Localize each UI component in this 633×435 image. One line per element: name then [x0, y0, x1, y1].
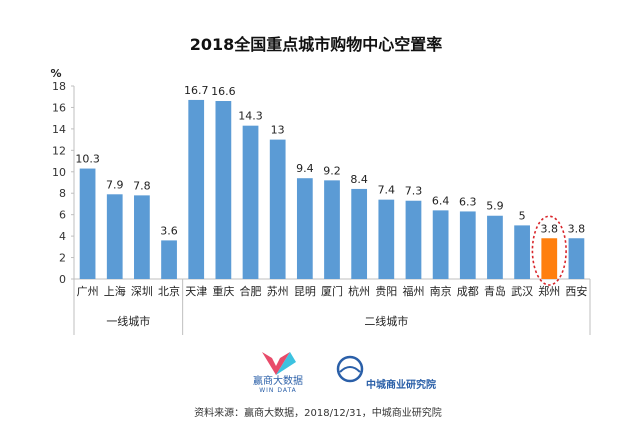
- value-label-2: 7.8: [133, 179, 151, 192]
- bar-13: [432, 210, 449, 279]
- zhongcheng-name: 中城商业研究院: [366, 378, 436, 391]
- x-tick-label-8: 昆明: [294, 285, 316, 298]
- x-tick-label-3: 北京: [158, 284, 180, 298]
- highlight-ellipse: [531, 215, 567, 286]
- x-axis-ticks: 广州 上海 深圳 北京 天津 重庆 合肥 苏州 昆明 厦门 杭州 贵阳 福州 南京 成都 青岛 武汉 郑州 西安: [77, 284, 588, 298]
- x-tick-label-10: 杭州: [348, 284, 370, 298]
- value-label-16: 5: [519, 209, 526, 222]
- bar-5: [215, 101, 232, 279]
- bar-2: [134, 195, 150, 279]
- logo-win-data: 赢商大数据 WIN DATA: [253, 352, 303, 394]
- x-tick-label-16: 武汉: [511, 285, 533, 298]
- y-tick-label: 16: [52, 101, 66, 114]
- x-tick-label-0: 广州: [77, 285, 99, 298]
- bar-3: [161, 240, 177, 279]
- bar-14: [459, 211, 476, 279]
- value-label-7: 13: [271, 124, 285, 137]
- value-label-0: 10.3: [75, 153, 100, 166]
- value-label-11: 7.4: [378, 184, 396, 197]
- bar-15: [487, 215, 503, 279]
- y-axis-unit: %: [50, 67, 61, 80]
- value-label-8: 9.4: [296, 162, 314, 175]
- x-tick-label-1: 上海: [104, 284, 126, 298]
- value-label-15: 5.9: [486, 200, 504, 213]
- x-tick-label-12: 福州: [402, 284, 424, 298]
- bar-6: [242, 125, 259, 279]
- bar-8: [296, 178, 313, 279]
- y-tick-label: 14: [52, 123, 66, 136]
- x-tick-label-11: 贵阳: [375, 285, 397, 298]
- value-label-4: 16.7: [184, 84, 209, 97]
- value-label-6: 14.3: [238, 110, 263, 123]
- y-tick-label: 0: [59, 273, 66, 286]
- bar-12: [405, 200, 422, 279]
- bar-0: [79, 168, 96, 279]
- y-tick-label: 8: [59, 187, 66, 200]
- x-tick-label-18: 西安: [565, 284, 587, 298]
- bar-18: [568, 238, 585, 279]
- y-tick-label: 2: [59, 252, 66, 265]
- x-tick-label-9: 厦门: [321, 284, 343, 298]
- chart-title: 2018全国重点城市购物中心空置率: [190, 35, 443, 54]
- zhongcheng-logo-icon: [336, 355, 364, 383]
- value-label-17: 3.8: [541, 222, 559, 235]
- win-data-sub: WIN DATA: [259, 387, 297, 394]
- value-labels: 10.3 7.9 7.8 3.6 16.7 16.614.3 13 9.4 9.2 8.4 7.4 7…: [75, 84, 585, 237]
- x-tick-label-14: 成都: [457, 285, 479, 298]
- bar-10: [351, 188, 368, 279]
- win-data-logo-icon: [262, 352, 290, 375]
- y-tick-label: 4: [59, 230, 66, 243]
- value-label-10: 8.4: [350, 173, 368, 186]
- zhongcheng-logo-icon-wave: [339, 366, 361, 373]
- bar-16: [514, 225, 530, 279]
- value-label-3: 3.6: [160, 224, 178, 237]
- bar-7: [269, 139, 286, 279]
- value-label-1: 7.9: [106, 178, 124, 191]
- y-tick-label: 12: [52, 144, 66, 157]
- win-data-name: 赢商大数据: [253, 374, 303, 387]
- bar-4: [188, 99, 205, 279]
- bar-1: [106, 194, 123, 279]
- y-axis-ticks: 0 2 4 6 8 10 12 14 16 18: [52, 80, 74, 286]
- x-tick-label-7: 苏州: [267, 285, 289, 298]
- x-tick-label-6: 合肥: [240, 284, 262, 298]
- bar-9: [324, 180, 340, 279]
- y-tick-label: 18: [52, 80, 66, 93]
- group-brackets: 一线城市 二线城市: [73, 279, 591, 335]
- value-label-12: 7.3: [405, 185, 423, 198]
- value-label-13: 6.4: [432, 194, 450, 207]
- x-tick-label-17: 郑州: [538, 284, 560, 298]
- value-label-18: 3.8: [568, 222, 586, 235]
- logo-zhongcheng: 中城商业研究院: [336, 355, 436, 391]
- bar-11: [378, 199, 395, 279]
- bar-17: [541, 238, 558, 279]
- y-tick-label: 10: [52, 166, 66, 179]
- value-label-14: 6.3: [459, 195, 477, 208]
- value-label-5: 16.6: [211, 85, 236, 98]
- source-note: 资料来源：赢商大数据，2018/12/31，中城商业研究院: [194, 406, 442, 419]
- bars: [79, 99, 585, 279]
- group-label-1: 二线城市: [364, 314, 408, 328]
- x-tick-label-2: 深圳: [131, 285, 153, 298]
- group-label-0: 一线城市: [106, 314, 150, 328]
- x-tick-label-5: 重庆: [212, 284, 234, 298]
- y-tick-label: 6: [59, 209, 66, 222]
- value-label-9: 9.2: [323, 164, 341, 177]
- x-tick-label-13: 南京: [430, 284, 452, 298]
- win-data-logo-icon-accent: [276, 352, 296, 375]
- x-tick-label-15: 青岛: [484, 284, 506, 298]
- x-tick-label-4: 天津: [185, 285, 207, 298]
